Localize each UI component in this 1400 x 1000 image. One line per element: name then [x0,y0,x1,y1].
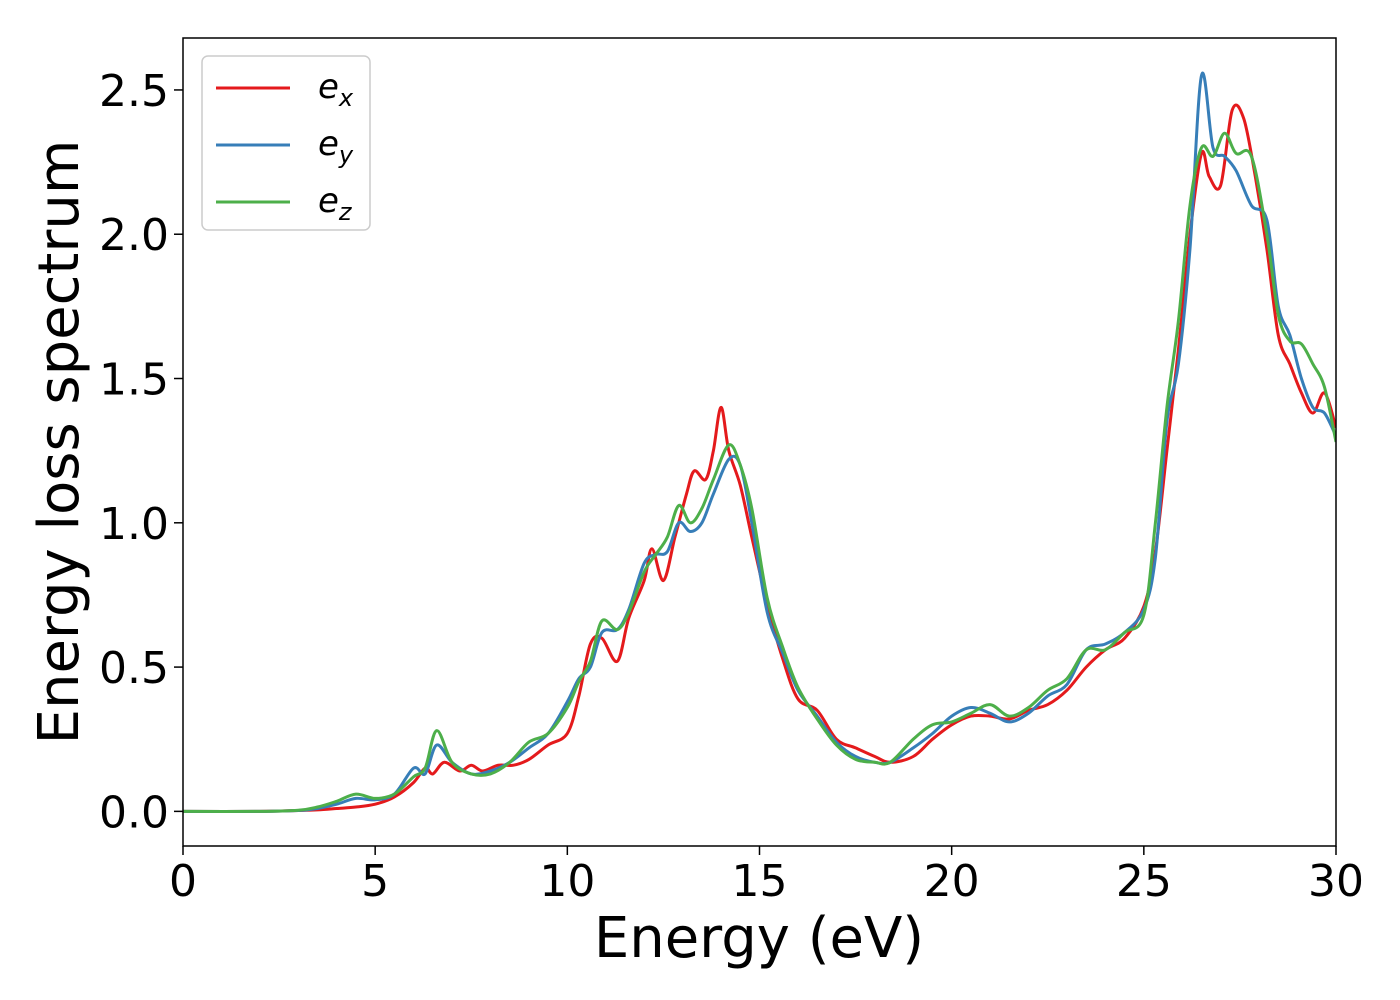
plot-background [183,38,1336,846]
legend-box [201,55,371,231]
y-axis-ticks: 0.0 0.5 1.0 1.5 2.0 2.5 [99,66,183,838]
y-tick-label: 2.0 [99,210,169,261]
x-axis-label: Energy (eV) [594,906,924,971]
legend: ex ey ez [201,55,371,231]
legend-label-ey: ey [318,124,354,169]
y-tick-label: 1.0 [99,499,169,550]
x-tick-label: 5 [361,856,389,907]
legend-items: ex ey ez [216,67,354,226]
x-tick-label: 0 [169,856,197,907]
x-tick-label: 25 [1116,856,1172,907]
legend-label-ez: ez [318,181,353,226]
series-layer [183,71,1336,813]
y-tick-label: 1.5 [99,355,169,406]
y-tick-label: 0.5 [99,643,169,694]
legend-label-ex: ex [318,67,354,112]
x-tick-label: 10 [539,856,595,907]
x-tick-label: 30 [1308,856,1364,907]
y-tick-label: 0.0 [99,787,169,838]
x-tick-label: 15 [732,856,788,907]
y-axis-label: Energy loss spectrum [27,140,92,745]
x-tick-label: 20 [924,856,980,907]
series-line-ez [183,131,1336,813]
x-axis-ticks: 0 5 10 15 20 25 30 [169,846,1364,907]
y-tick-label: 2.5 [99,66,169,117]
